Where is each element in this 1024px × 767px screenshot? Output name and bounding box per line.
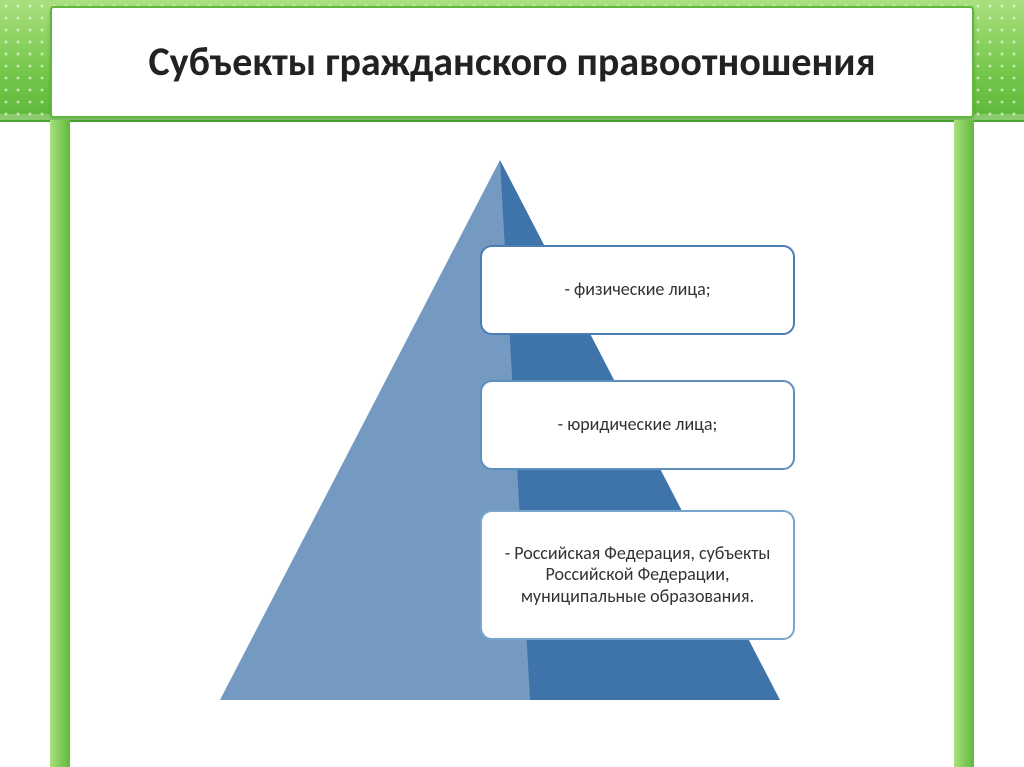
page-title: Субъекты гражданского правоотношения [149, 41, 876, 83]
callout-level-1: - физические лица; [480, 245, 795, 335]
diagram-area: - физические лица; - юридические лица; -… [90, 140, 934, 747]
pillar-left [50, 120, 70, 767]
callout-level-3: - Российская Федерация, субъекты Российс… [480, 510, 795, 640]
title-plate: Субъекты гражданского правоотношения [50, 6, 974, 118]
callout-text: - Российская Федерация, субъекты Российс… [496, 543, 779, 608]
pillar-right [954, 120, 974, 767]
callout-text: - физические лица; [564, 279, 710, 301]
callout-text: - юридические лица; [558, 414, 718, 436]
callout-level-2: - юридические лица; [480, 380, 795, 470]
